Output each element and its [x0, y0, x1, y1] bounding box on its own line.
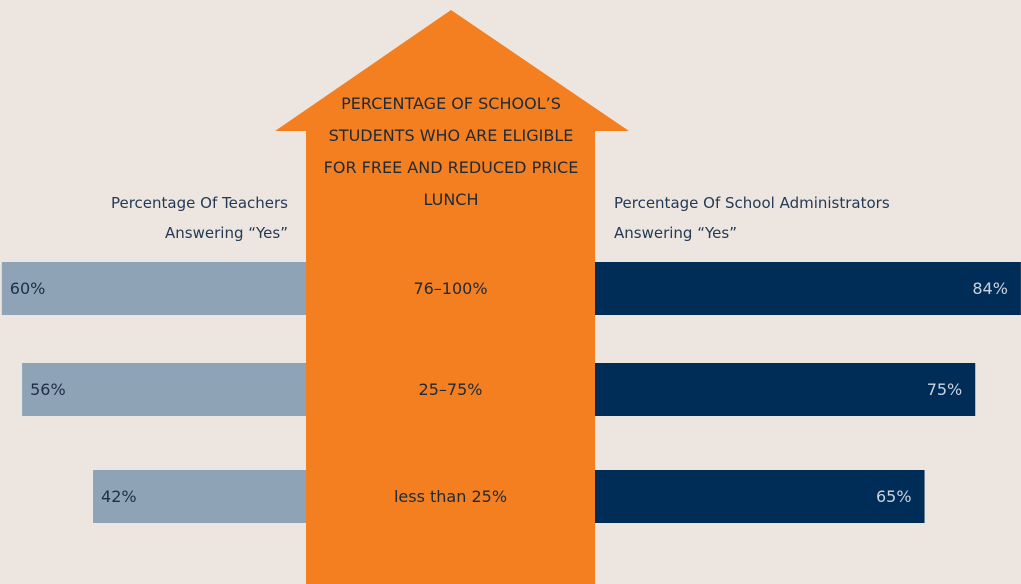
legend-left: Percentage Of Teachers Answering “Yes” — [110, 194, 288, 242]
value-label: 60% — [9, 278, 46, 298]
category-label: 25–75% — [418, 379, 483, 399]
bar — [595, 262, 1021, 315]
value-label: 42% — [101, 486, 137, 506]
category-label: less than 25% — [393, 486, 508, 506]
bar — [595, 470, 925, 523]
bar — [1, 262, 307, 315]
value-label: 56% — [30, 379, 66, 399]
bar — [22, 363, 307, 416]
category-label: 76–100% — [413, 278, 488, 298]
bar — [595, 363, 976, 416]
legend-right: Percentage Of School Administrators Answ… — [614, 194, 890, 242]
value-label: 84% — [972, 278, 1008, 298]
bar — [93, 470, 306, 523]
value-label: 75% — [926, 379, 963, 399]
center-title: PERCENTAGE OF SCHOOL’S STUDENTS WHO ARE … — [323, 94, 579, 209]
arrow — [275, 10, 629, 584]
value-label: 65% — [876, 486, 912, 506]
